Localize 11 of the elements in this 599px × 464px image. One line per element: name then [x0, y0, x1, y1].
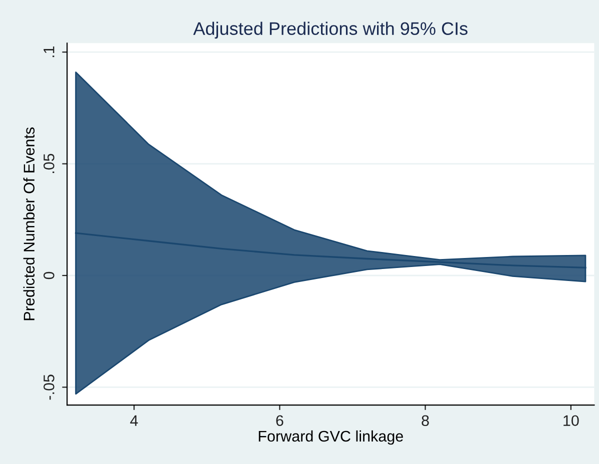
y-tick-label: .05	[44, 154, 54, 174]
x-axis-title: Forward GVC linkage	[258, 430, 403, 445]
y-tick-label: 0	[44, 272, 54, 280]
x-tick-label: 10	[564, 415, 579, 426]
chart-title: Adjusted Predictions with 95% CIs	[193, 22, 468, 39]
x-tick-label: 8	[422, 415, 429, 426]
x-tick-label: 6	[276, 415, 284, 426]
x-tick-label: 4	[130, 415, 138, 426]
y-tick-label: .1	[44, 46, 54, 58]
y-tick-label: -.05	[44, 374, 54, 400]
y-axis-title: Predicted Number Of Events	[23, 127, 35, 320]
